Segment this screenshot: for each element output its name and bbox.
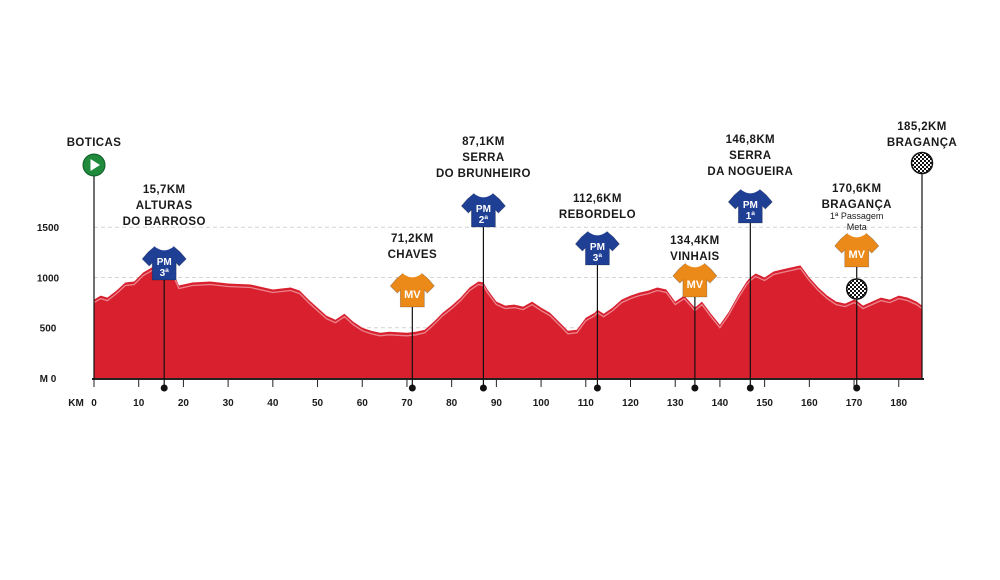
finish-pass-icon [845, 278, 868, 300]
x-tick-label-160: 160 [801, 398, 818, 409]
x-tick-label-180: 180 [890, 398, 907, 409]
marker-name-label: BOTICAS [67, 137, 122, 149]
x-tick-label-60: 60 [357, 398, 369, 409]
y-tick-label-1500: 1500 [37, 223, 60, 234]
marker-dot [593, 384, 601, 392]
marker-mv2: 134,4KM VINHAIS MV [670, 235, 719, 392]
jersey-label-top: PM [476, 204, 491, 215]
marker-name-label: BRAGANÇA [822, 199, 892, 211]
y-tick-label-1000: 1000 [37, 273, 60, 284]
x-tick-label-120: 120 [622, 398, 639, 409]
jersey-collar [587, 230, 607, 236]
marker-dot [479, 384, 487, 392]
x-tick-label-40: 40 [267, 398, 279, 409]
marker-start: BOTICAS [67, 137, 122, 379]
jersey-label: MV [687, 279, 704, 291]
jersey-label-bottom: 3ª [160, 268, 170, 279]
y-tick-label-0: M 0 [40, 374, 57, 385]
jersey-label-bottom: 1ª [746, 211, 756, 222]
x-tick-label-150: 150 [756, 398, 773, 409]
marker-mv1: 71,2KM CHAVES MV [388, 233, 437, 392]
x-tick-label-130: 130 [667, 398, 684, 409]
x-axis-unit-label: KM [68, 398, 84, 409]
marker-km-label: 112,6KM [573, 193, 622, 205]
finish-flag-icon [910, 151, 934, 175]
marker-name-label: SERRA [729, 150, 771, 162]
elevation-ridge-line [93, 259, 923, 337]
elevation-area [94, 257, 922, 378]
jersey-label-top: PM [157, 257, 172, 268]
marker-km-label: 170,6KM [832, 183, 881, 195]
jersey-collar [154, 245, 174, 251]
marker-name-label: ALTURAS [136, 200, 193, 212]
marker-km-label: 185,2KM [897, 121, 946, 133]
x-tick-label-10: 10 [133, 398, 145, 409]
jersey-collar [473, 192, 493, 198]
x-tick-label-140: 140 [712, 398, 729, 409]
marker-dot [160, 384, 168, 392]
jersey-label-top: PM [743, 200, 758, 211]
marker-dot [408, 384, 416, 392]
plot-panel [32, 88, 962, 440]
marker-name-label: DA NOGUEIRA [707, 166, 793, 178]
marker-name-label: DO BRUNHEIRO [436, 168, 531, 180]
jersey-collar [740, 188, 760, 194]
y-tick-label-500: 500 [40, 324, 57, 335]
marker-km-label: 134,4KM [670, 235, 719, 247]
marker-km-label: 15,7KM [143, 184, 186, 196]
x-tick-label-90: 90 [491, 398, 503, 409]
jersey-label-top: PM [590, 242, 605, 253]
sprint-jersey-icon: MV [672, 262, 718, 298]
marker-name-label: REBORDELO [559, 209, 636, 221]
x-tick-label-80: 80 [446, 398, 458, 409]
profile-area [93, 257, 923, 378]
sprint-jersey-icon: MV [389, 272, 435, 308]
x-tick-label-50: 50 [312, 398, 324, 409]
jersey-label-bottom: 2ª [479, 215, 489, 226]
marker-name-label: CHAVES [388, 249, 437, 261]
marker-name-label: BRAGANÇA [887, 137, 957, 149]
jersey-collar [685, 262, 705, 268]
x-tick-label-0: 0 [91, 398, 97, 409]
axes: M 0 500 1000 1500 KM 0 10 20 30 40 50 60 70 80 90 100 11… [37, 223, 924, 409]
x-tick-label-20: 20 [178, 398, 190, 409]
x-tick-label-100: 100 [533, 398, 550, 409]
marker-finish: 185,2KM BRAGANÇA [887, 121, 957, 379]
marker-note-label: 1ª Passagem [830, 211, 883, 221]
jersey-collar [402, 272, 422, 278]
x-tick-label-110: 110 [578, 398, 595, 409]
marker-note-label: Meta [847, 222, 867, 232]
jersey-collar [847, 232, 867, 238]
play-arrow-icon [90, 159, 100, 171]
marker-km-label: 71,2KM [391, 233, 434, 245]
jersey-label: MV [404, 289, 421, 301]
x-tick-label-170: 170 [846, 398, 863, 409]
chart-background-layer [32, 88, 962, 440]
jersey-label: MV [848, 249, 865, 261]
x-tick-label-30: 30 [223, 398, 235, 409]
x-tick-label-70: 70 [401, 398, 413, 409]
marker-dot [691, 384, 699, 392]
marker-km-label: 87,1KM [462, 136, 505, 148]
sprint-jersey-icon: MV [834, 232, 880, 268]
marker-dot [853, 384, 861, 392]
marker-name-label: VINHAIS [670, 251, 719, 263]
marker-dot [746, 384, 754, 392]
marker-name-label: SERRA [462, 152, 504, 164]
marker-km-label: 146,8KM [726, 134, 775, 146]
marker-name-label: DO BARROSO [123, 216, 206, 228]
jersey-label-bottom: 3ª [593, 253, 603, 264]
